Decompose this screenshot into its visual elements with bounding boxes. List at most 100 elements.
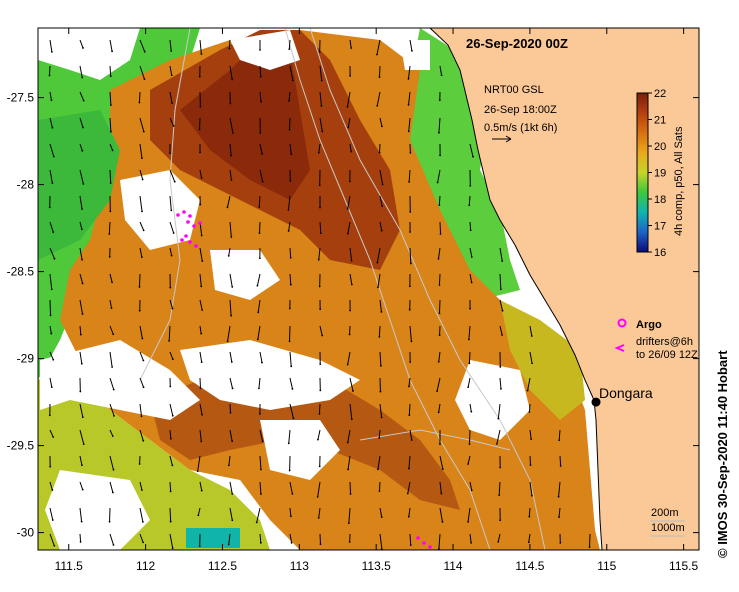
- current-vector-head: [171, 547, 174, 550]
- current-vector-head: [230, 154, 233, 157]
- current-vector-head: [168, 339, 171, 342]
- current-vector: [79, 169, 84, 185]
- current-vector: [469, 533, 472, 543]
- current-vector-head: [256, 338, 259, 341]
- current-vector-head: [350, 418, 353, 421]
- current-vector-head: [81, 313, 84, 315]
- current-vector-head: [350, 283, 353, 286]
- current-vector-head: [408, 308, 411, 311]
- drifter-legend: Argo drifters@6h to 26/09 12Z: [614, 318, 698, 361]
- current-vector-head: [231, 78, 234, 81]
- current-vector: [499, 247, 503, 262]
- depth-legend: 200m 1000m: [650, 507, 685, 537]
- current-vector-head: [319, 206, 321, 209]
- current-vector-head: [200, 177, 203, 179]
- current-vector: [259, 481, 262, 494]
- current-vector-head: [376, 53, 378, 56]
- current-vector-head: [348, 541, 351, 543]
- current-vector-head: [81, 464, 83, 467]
- current-vector-head: [380, 310, 383, 313]
- current-vector: [139, 195, 143, 212]
- current-vector-head: [376, 104, 379, 107]
- current-vector-head: [138, 309, 141, 312]
- current-vector: [139, 247, 143, 258]
- current-vector: [139, 507, 144, 522]
- current-vector: [228, 39, 231, 49]
- current-vector-head: [499, 366, 502, 368]
- current-vector-head: [259, 541, 262, 544]
- current-vector: [229, 429, 233, 442]
- current-vector: [259, 351, 263, 363]
- current-vector-head: [316, 496, 319, 498]
- current-vector-head: [198, 545, 201, 548]
- current-vector: [437, 247, 441, 259]
- current-vector-head: [287, 442, 290, 445]
- current-vector-head: [261, 440, 264, 443]
- current-vector: [169, 195, 172, 211]
- current-vector-head: [52, 436, 55, 438]
- current-vector: [496, 429, 501, 444]
- current-vector-head: [559, 465, 562, 467]
- cyan-patch: [186, 528, 240, 548]
- current-vector: [79, 273, 84, 284]
- current-vector: [199, 351, 203, 363]
- current-vector: [199, 325, 202, 334]
- current-vector: [439, 507, 443, 522]
- current-vector-head: [318, 184, 321, 187]
- current-vector: [347, 351, 351, 365]
- current-vector: [529, 325, 533, 337]
- current-vector: [468, 325, 471, 340]
- current-vector-head: [201, 260, 204, 262]
- current-vector: [378, 65, 381, 78]
- x-tick-label: 111.5: [55, 559, 84, 573]
- current-vector: [259, 429, 264, 442]
- current-vector: [439, 481, 442, 494]
- current-vector: [139, 481, 143, 491]
- current-vector-head: [82, 99, 85, 102]
- current-vector-head: [171, 307, 174, 310]
- current-vector-head: [317, 151, 320, 154]
- current-vector: [49, 351, 54, 360]
- current-vector: [289, 273, 292, 285]
- current-vector: [79, 143, 83, 152]
- cloud-gap-5: [210, 250, 280, 300]
- current-vector-head: [169, 385, 172, 388]
- drifter-point: [416, 536, 420, 540]
- current-vector: [377, 455, 381, 470]
- cloud-gap-3: [180, 340, 360, 410]
- current-vector: [169, 351, 174, 360]
- current-vector: [527, 377, 531, 391]
- current-vector-head: [260, 493, 262, 495]
- current-vector-head: [199, 203, 202, 206]
- current-vector: [289, 351, 292, 367]
- current-vector-head: [531, 362, 533, 365]
- current-vector-head: [287, 208, 290, 211]
- current-vector-head: [288, 128, 291, 131]
- current-vector-head: [501, 309, 504, 312]
- current-vector-head: [258, 232, 261, 235]
- current-vector-head: [143, 78, 146, 81]
- current-vector-head: [197, 514, 200, 517]
- current-vector: [139, 533, 144, 543]
- current-vector: [289, 377, 293, 390]
- current-vector: [109, 403, 115, 417]
- sst-green-east: [400, 28, 520, 300]
- current-vector: [49, 533, 55, 546]
- colorbar-tick-label: 18: [654, 194, 666, 206]
- current-vector-head: [317, 258, 320, 261]
- current-vector: [169, 65, 173, 76]
- colorbar-tick-label: 19: [654, 168, 666, 180]
- current-vector-head: [408, 414, 411, 416]
- current-vector: [49, 143, 55, 157]
- current-vector-head: [346, 208, 349, 210]
- current-vector: [288, 221, 291, 232]
- current-vector: [259, 533, 262, 543]
- current-vector-head: [378, 335, 381, 338]
- current-vector-head: [529, 464, 532, 467]
- y-tick-label: -30: [17, 526, 35, 540]
- current-vector-head: [170, 50, 173, 52]
- current-vector: [79, 351, 83, 364]
- current-vector: [109, 325, 114, 335]
- current-vector: [79, 247, 83, 260]
- current-vector-head: [50, 386, 53, 389]
